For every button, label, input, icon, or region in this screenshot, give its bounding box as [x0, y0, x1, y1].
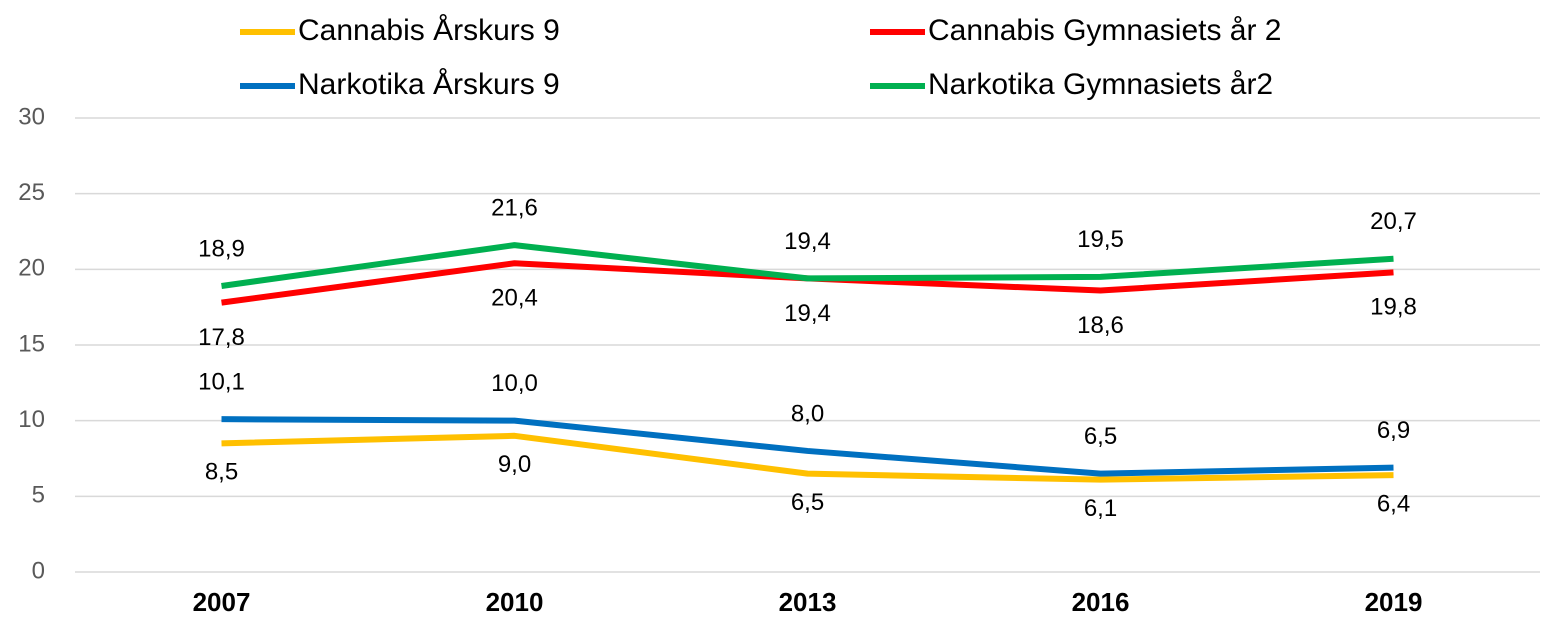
y-tick-label: 20	[18, 255, 45, 282]
data-label: 21,6	[491, 194, 538, 221]
x-tick-label: 2010	[486, 587, 544, 617]
data-label: 10,1	[198, 368, 245, 395]
y-tick-label: 15	[18, 330, 45, 357]
series-line	[221, 416, 1394, 477]
legend-label: Cannabis Årskurs 9	[298, 14, 560, 47]
x-tick-label: 2013	[779, 587, 837, 617]
data-label: 6,1	[1084, 495, 1117, 522]
data-label: 6,4	[1377, 490, 1410, 517]
x-tick-label: 2019	[1365, 587, 1423, 617]
data-label: 17,8	[198, 324, 245, 351]
data-label: 8,0	[791, 400, 824, 427]
legend-label: Cannabis Gymnasiets år 2	[928, 14, 1282, 47]
series-line	[221, 242, 1394, 289]
data-label: 10,0	[491, 370, 538, 397]
data-label: 6,5	[791, 489, 824, 516]
data-label: 20,4	[491, 285, 538, 312]
data-label: 18,6	[1077, 312, 1124, 339]
x-tick-label: 2007	[193, 587, 251, 617]
y-tick-label: 25	[18, 179, 45, 206]
data-label: 19,4	[784, 300, 831, 327]
data-label: 6,9	[1377, 417, 1410, 444]
y-tick-label: 30	[18, 103, 45, 130]
y-tick-label: 0	[32, 557, 45, 584]
x-tick-label: 2016	[1072, 587, 1130, 617]
data-label: 8,5	[205, 459, 238, 486]
legend-label: Narkotika Årskurs 9	[298, 68, 560, 101]
data-label: 6,5	[1084, 423, 1117, 450]
data-label: 19,5	[1077, 226, 1124, 253]
data-label: 20,7	[1370, 208, 1417, 235]
series-line	[221, 432, 1394, 483]
y-tick-label: 5	[32, 482, 45, 509]
legend-label: Narkotika Gymnasiets år2	[928, 68, 1273, 101]
y-tick-label: 10	[18, 406, 45, 433]
data-label: 18,9	[198, 235, 245, 262]
data-label: 9,0	[498, 451, 531, 478]
data-label: 19,4	[784, 228, 831, 255]
data-label: 19,8	[1370, 294, 1417, 321]
